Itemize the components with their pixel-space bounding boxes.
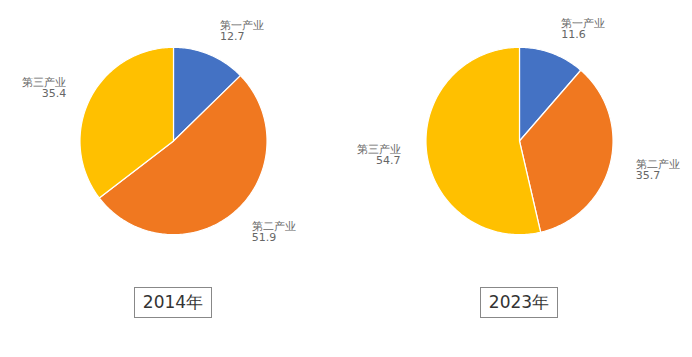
html-text:2014年: 2014年 <box>142 292 204 312</box>
svg-text:第二产业51.9: 第二产业51.9 <box>252 220 296 244</box>
html-text:2023年: 2023年 <box>488 292 550 312</box>
svg-text:第三产业35.4: 第三产业35.4 <box>22 76 66 100</box>
svg-text:第二产业35.7: 第二产业35.7 <box>636 158 680 182</box>
svg-text:第一产业12.7: 第一产业12.7 <box>220 19 264 43</box>
svg-text:第一产业11.6: 第一产业11.6 <box>561 17 605 41</box>
svg-text:第三产业54.7: 第三产业54.7 <box>357 143 401 167</box>
